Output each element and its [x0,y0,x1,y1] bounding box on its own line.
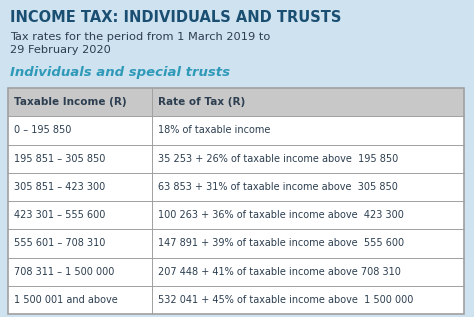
Text: 63 853 + 31% of taxable income above  305 850: 63 853 + 31% of taxable income above 305… [158,182,398,192]
Text: 35 253 + 26% of taxable income above  195 850: 35 253 + 26% of taxable income above 195… [158,154,398,164]
Text: Rate of Tax (R): Rate of Tax (R) [158,97,245,107]
Text: Tax rates for the period from 1 March 2019 to: Tax rates for the period from 1 March 20… [10,32,270,42]
Text: 305 851 – 423 300: 305 851 – 423 300 [14,182,105,192]
Bar [8,145,464,173]
Text: 555 601 – 708 310: 555 601 – 708 310 [14,238,105,249]
Bar [8,88,464,116]
Text: Individuals and special trusts: Individuals and special trusts [10,66,230,79]
Bar [8,88,464,314]
Text: 423 301 – 555 600: 423 301 – 555 600 [14,210,105,220]
Text: 708 311 – 1 500 000: 708 311 – 1 500 000 [14,267,114,277]
Bar [8,173,464,201]
Text: 207 448 + 41% of taxable income above 708 310: 207 448 + 41% of taxable income above 70… [158,267,401,277]
Text: INCOME TAX: INDIVIDUALS AND TRUSTS: INCOME TAX: INDIVIDUALS AND TRUSTS [10,10,341,25]
Bar [8,116,464,145]
Text: 0 – 195 850: 0 – 195 850 [14,126,72,135]
Text: 100 263 + 36% of taxable income above  423 300: 100 263 + 36% of taxable income above 42… [158,210,403,220]
Text: 18% of taxable income: 18% of taxable income [158,126,270,135]
Text: 29 February 2020: 29 February 2020 [10,45,111,55]
Bar [8,201,464,229]
Bar [8,88,464,314]
Bar [8,229,464,257]
Text: Taxable Income (R): Taxable Income (R) [14,97,127,107]
Text: 532 041 + 45% of taxable income above  1 500 000: 532 041 + 45% of taxable income above 1 … [158,295,413,305]
Text: 147 891 + 39% of taxable income above  555 600: 147 891 + 39% of taxable income above 55… [158,238,404,249]
Text: 1 500 001 and above: 1 500 001 and above [14,295,118,305]
Bar [8,257,464,286]
Bar [8,286,464,314]
Text: 195 851 – 305 850: 195 851 – 305 850 [14,154,105,164]
